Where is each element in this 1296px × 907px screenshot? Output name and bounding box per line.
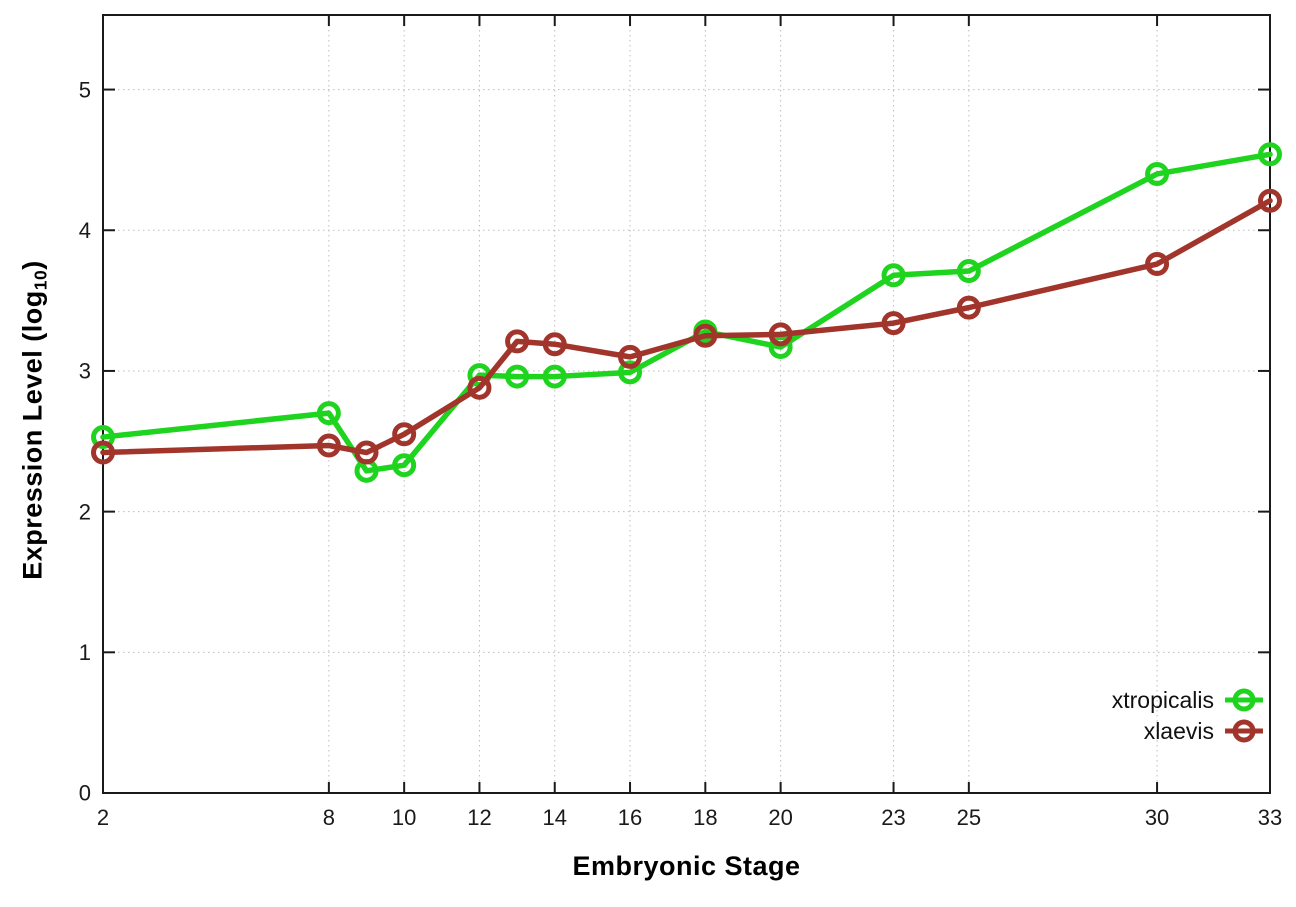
data-point-xlaevis-stage-20 xyxy=(768,322,793,347)
data-point-xlaevis-stage-16 xyxy=(618,344,643,369)
x-tick-label-30: 30 xyxy=(1145,805,1169,830)
data-point-xtropicalis-stage-14 xyxy=(542,364,567,389)
data-point-xtropicalis-stage-10 xyxy=(392,453,417,478)
x-tick-label-25: 25 xyxy=(957,805,981,830)
data-point-xlaevis-stage-9 xyxy=(354,440,379,465)
legend: xtropicalis xlaevis xyxy=(1112,686,1264,745)
data-point-xlaevis-stage-25 xyxy=(956,295,981,320)
legend-label-xlaevis: xlaevis xyxy=(1143,718,1214,744)
data-point-xtropicalis-stage-30 xyxy=(1145,161,1170,186)
x-tick-label-23: 23 xyxy=(881,805,905,830)
legend-item-xlaevis: xlaevis xyxy=(1144,717,1264,745)
y-tick-label-1: 1 xyxy=(79,640,91,665)
x-tick-label-10: 10 xyxy=(392,805,416,830)
data-point-xlaevis-stage-12 xyxy=(467,375,492,400)
x-tick-label-20: 20 xyxy=(768,805,792,830)
y-tick-label-3: 3 xyxy=(79,359,91,384)
legend-label-xtropicalis: xtropicalis xyxy=(1111,687,1214,713)
x-tick-label-33: 33 xyxy=(1258,805,1282,830)
data-point-xtropicalis-stage-20 xyxy=(768,335,793,360)
data-point-xtropicalis-stage-33 xyxy=(1258,142,1282,167)
x-tick-label-14: 14 xyxy=(542,805,566,830)
data-point-xlaevis-stage-30 xyxy=(1145,252,1170,277)
legend-marker-xlaevis-icon xyxy=(1225,719,1263,743)
legend-marker-xtropicalis-icon xyxy=(1225,688,1263,712)
data-point-xlaevis-stage-23 xyxy=(881,311,906,336)
data-point-xtropicalis-stage-23 xyxy=(881,263,906,288)
x-axis-title: Embryonic Stage xyxy=(572,851,801,881)
data-point-xtropicalis-stage-8 xyxy=(316,401,341,426)
y-tick-label-4: 4 xyxy=(79,218,91,243)
data-point-xlaevis-stage-33 xyxy=(1258,188,1282,213)
data-point-xlaevis-stage-10 xyxy=(392,422,417,447)
data-point-xtropicalis-stage-13 xyxy=(505,364,530,389)
y-tick-label-2: 2 xyxy=(79,499,91,524)
x-tick-label-18: 18 xyxy=(693,805,717,830)
y-tick-label-0: 0 xyxy=(79,781,91,806)
y-axis-title: Expression Level (log10) xyxy=(17,260,51,580)
data-point-xlaevis-stage-18 xyxy=(693,323,718,348)
data-point-xlaevis-stage-8 xyxy=(316,433,341,458)
data-point-xlaevis-stage-2 xyxy=(91,440,115,465)
y-tick-label-5: 5 xyxy=(79,77,91,102)
plot-border xyxy=(102,14,1271,794)
data-point-xtropicalis-stage-25 xyxy=(956,259,981,284)
y-axis-title-subscript: 10 xyxy=(30,269,51,291)
y-axis-title-suffix: ) xyxy=(17,260,48,270)
x-tick-label-16: 16 xyxy=(618,805,642,830)
x-tick-label-12: 12 xyxy=(467,805,491,830)
data-point-xlaevis-stage-14 xyxy=(542,332,567,357)
series-xlaevis-line xyxy=(100,197,1273,456)
data-point-xtropicalis-stage-16 xyxy=(618,360,643,385)
x-tick-label-2: 2 xyxy=(97,805,109,830)
legend-item-xtropicalis: xtropicalis xyxy=(1112,686,1264,714)
data-point-xtropicalis-stage-2 xyxy=(91,425,115,450)
x-tick-label-8: 8 xyxy=(323,805,335,830)
y-axis-title-text: Expression Level (log xyxy=(17,290,48,580)
data-point-xlaevis-stage-13 xyxy=(505,329,530,354)
series-xtropicalis-line xyxy=(100,151,1273,474)
